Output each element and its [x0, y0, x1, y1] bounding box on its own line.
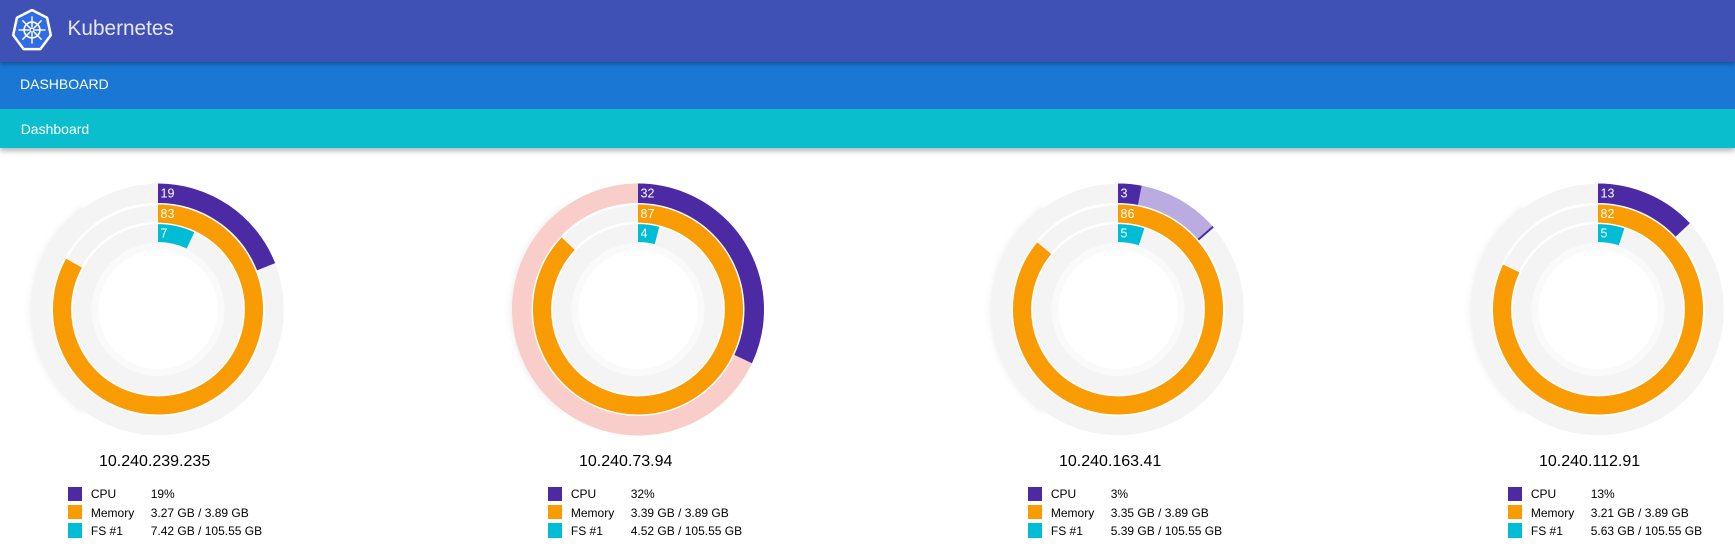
svg-text:83: 83	[161, 207, 175, 221]
svg-text:5: 5	[1601, 226, 1608, 240]
svg-text:3: 3	[1121, 187, 1128, 201]
svg-text:86: 86	[1121, 207, 1135, 221]
svg-text:19: 19	[161, 187, 175, 201]
svg-text:82: 82	[1601, 207, 1615, 221]
svg-text:32: 32	[641, 187, 655, 201]
svg-text:87: 87	[641, 207, 655, 221]
svg-text:4: 4	[641, 226, 648, 240]
svg-text:7: 7	[161, 226, 168, 240]
svg-text:5: 5	[1121, 226, 1128, 240]
svg-text:13: 13	[1601, 187, 1615, 201]
